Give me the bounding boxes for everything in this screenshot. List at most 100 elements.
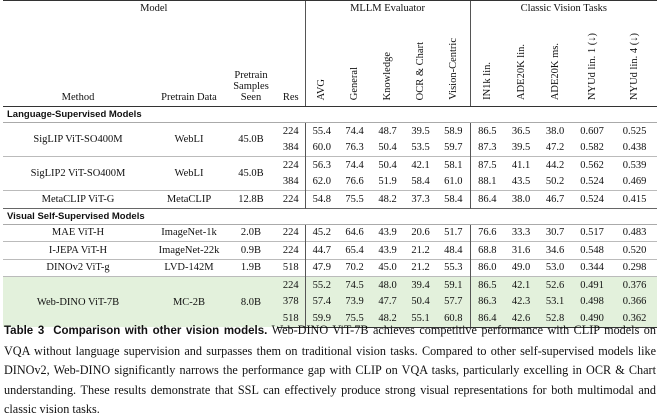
metric-value: 56.3	[304, 156, 339, 174]
metric-value: 53.1	[538, 293, 573, 310]
metric-value: 0.490	[572, 310, 613, 328]
metric-value: 30.7	[545, 227, 565, 239]
metric-value: 55.4	[304, 122, 339, 140]
samples-seen: 0.9B	[225, 241, 277, 259]
column-label: Pretrain Data	[153, 16, 225, 107]
metric-value: 0.415	[612, 190, 658, 208]
metric-value: 45.2	[304, 224, 339, 242]
metric-value: 0.366	[612, 293, 658, 310]
metric-value: 31.6	[504, 241, 539, 259]
resolution: 378	[277, 293, 306, 310]
pretrain-data: MC-2B	[153, 276, 225, 327]
metric-value: 68.8	[469, 241, 505, 259]
table-row: SigLIP ViT-SO400M WebLI 45.0B 224 55.4 74.4 48…	[3, 122, 657, 145]
metric-value: 42.1	[404, 156, 438, 174]
table-row: MAE ViT-H ImageNet-1k 2.0B 224 45.2 64.6 43.9 2…	[3, 224, 657, 242]
metric-value: 0.469	[622, 176, 647, 188]
metric-value: 51.7	[444, 227, 463, 239]
group-label: MLLM Evaluator	[304, 0, 471, 16]
table-wrap: Model MLLM Evaluator Classic Vision Task…	[3, 0, 658, 328]
metric-value: 53.5	[411, 142, 430, 154]
metric-value: 0.548	[572, 241, 613, 259]
metric-value: 87.3	[469, 139, 505, 157]
pretrain-data: LVD-142M	[153, 258, 225, 277]
metric-value: 50.2	[545, 176, 565, 188]
metric-value: 0.524	[572, 190, 613, 208]
metric-value: 48.2	[371, 190, 405, 208]
column-label: Res	[277, 16, 306, 107]
column-label-cell: NYUd lin. 4 (↓)	[612, 16, 658, 107]
metric-value: 47.9	[304, 258, 339, 277]
pretrain-data: WebLI	[174, 134, 204, 145]
metric-value: 0.525	[622, 125, 647, 137]
metric-value: 47.2	[545, 142, 565, 154]
metric-value: 55.3	[437, 258, 471, 277]
metric-value: 0.524	[580, 176, 604, 188]
column-label: ADE20K ms.	[549, 42, 561, 100]
pretrain-data: WebLI	[153, 156, 225, 191]
table-row: 384 62.0 76.6 51.9 58.4 61.0 88.1 43.5 50.2 0.524…	[3, 173, 657, 191]
column-label: General	[349, 66, 361, 100]
metric-value: 50.4	[371, 156, 405, 174]
column-label: Pretrain Samples Seen	[225, 16, 277, 107]
metric-value: 42.1	[504, 276, 539, 294]
metric-value: 48.2	[371, 310, 405, 328]
column-label: Knowledge	[382, 51, 394, 100]
samples-seen: 8.0B	[225, 276, 277, 327]
metric-value: 50.4	[404, 293, 438, 310]
table-row: MetaCLIP ViT-G MetaCLIP 12.8B 224 54.8 75.5 48…	[3, 190, 658, 208]
metric-value: 47.7	[371, 293, 405, 310]
metric-value: 70.2	[338, 258, 372, 277]
metric-value: 59.7	[444, 142, 463, 154]
metric-value: 42.3	[504, 293, 539, 310]
metric-value: 39.4	[404, 276, 438, 294]
column-label: OCR & Chart	[415, 41, 427, 100]
column-label: Vision-Centric	[447, 38, 459, 100]
resolution: 224	[277, 276, 306, 294]
samples-seen: 45.0B	[225, 156, 277, 191]
metric-value: 75.5	[338, 310, 372, 328]
resolution: 224	[277, 156, 306, 174]
metric-value: 48.0	[371, 276, 405, 294]
column-label-cell: ADE20K lin.	[504, 16, 539, 107]
samples-seen: 12.8B	[225, 190, 277, 208]
metric-value: 43.9	[378, 227, 397, 239]
metric-value: 58.9	[444, 125, 463, 137]
method: Web-DINO ViT-7B	[3, 276, 153, 327]
resolution: 384	[282, 176, 299, 188]
column-label-cell: ADE20K ms.	[538, 16, 573, 107]
caption-label: Table 3	[4, 325, 45, 337]
metric-value: 86.0	[469, 258, 505, 277]
group-label: Classic Vision Tasks	[469, 0, 658, 16]
metric-value: 59.1	[437, 276, 471, 294]
samples-seen: 2.0B	[240, 227, 262, 239]
column-label: NYUd lin. 1 (↓)	[586, 32, 598, 100]
method: MetaCLIP ViT-G	[3, 190, 153, 208]
samples-seen: 1.9B	[225, 258, 277, 277]
metric-value: 54.8	[304, 190, 339, 208]
metric-value: 38.0	[545, 125, 565, 137]
group-header: Model MLLM Evaluator Classic Vision Task…	[3, 0, 658, 16]
metric-value: 21.2	[404, 241, 438, 259]
metric-value: 51.9	[378, 176, 397, 188]
metric-value: 39.5	[511, 142, 531, 154]
metric-value: 75.5	[338, 190, 372, 208]
metric-value: 88.1	[469, 173, 505, 191]
caption: Table 3 Comparison with other vision mod…	[4, 321, 656, 420]
metric-value: 42.6	[504, 310, 539, 328]
metric-value: 0.607	[580, 125, 604, 137]
metric-value: 60.8	[437, 310, 471, 328]
metric-value: 52.6	[538, 276, 573, 294]
metric-value: 33.3	[511, 227, 531, 239]
metric-value: 20.6	[411, 227, 430, 239]
column-label-cell: Vision-Centric	[437, 16, 471, 107]
section-title: Visual Self-Supervised Models	[3, 207, 658, 225]
column-label-cell: General	[338, 16, 372, 107]
method: I-JEPA ViT-H	[3, 241, 153, 259]
metric-value: 36.5	[511, 125, 531, 137]
metric-value: 43.9	[371, 241, 405, 259]
pretrain-data: ImageNet-1k	[161, 227, 217, 239]
metric-value: 57.4	[304, 293, 339, 310]
table-row: Web-DINO ViT-7B MC-2B 8.0B 224 55.2 74.5 48.0 3…	[3, 276, 658, 327]
comparison-table: Model MLLM Evaluator Classic Vision Task…	[3, 0, 658, 328]
